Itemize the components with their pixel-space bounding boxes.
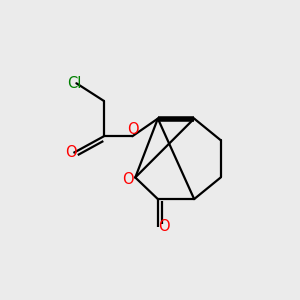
Text: O: O [123,172,134,187]
Text: Cl: Cl [67,76,82,91]
Text: O: O [158,219,170,234]
Text: O: O [65,146,76,160]
Text: O: O [128,122,139,137]
